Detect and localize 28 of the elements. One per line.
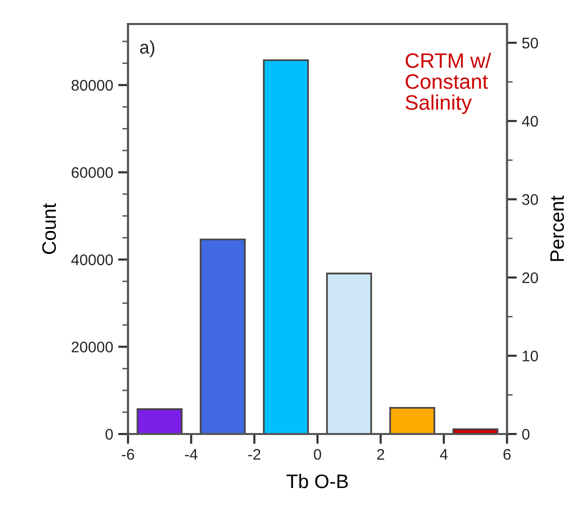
- y-tick-label: 60000: [72, 167, 113, 178]
- y2-tick-label: 0: [522, 428, 530, 440]
- y-tick-label: 20000: [72, 342, 113, 352]
- y-tick-label: 40000: [71, 254, 113, 266]
- y2-axis-title: Percent: [550, 196, 564, 261]
- y-tick-label: 0: [106, 428, 113, 440]
- y2-tick-label: 10: [522, 350, 538, 362]
- x-tick-label: 2: [377, 448, 384, 460]
- annotation: CRTM w/ Constant Salinity: [406, 52, 492, 114]
- bar: [200, 238, 246, 434]
- y-tick-label: 80000: [72, 80, 113, 91]
- x-axis-title: Tb O-B: [286, 474, 348, 488]
- x-tick-label: 6: [504, 448, 511, 460]
- y2-tick-label: 30: [522, 194, 538, 205]
- y2-tick-label: 20: [522, 272, 538, 284]
- bar: [136, 408, 183, 434]
- annotation: a): [140, 40, 154, 58]
- bar: [389, 406, 436, 434]
- x-tick-label: -6: [122, 448, 134, 460]
- x-tick-label: 4: [440, 449, 448, 460]
- y-axis-title: Count: [42, 203, 56, 254]
- y2-tick-label: 50: [522, 38, 538, 48]
- y2-tick-label: 40: [522, 116, 538, 127]
- x-tick-label: -4: [185, 449, 198, 460]
- x-tick-label: 0: [314, 448, 322, 460]
- bar: [262, 59, 309, 434]
- bar: [326, 272, 372, 434]
- x-tick-label: -2: [248, 448, 260, 460]
